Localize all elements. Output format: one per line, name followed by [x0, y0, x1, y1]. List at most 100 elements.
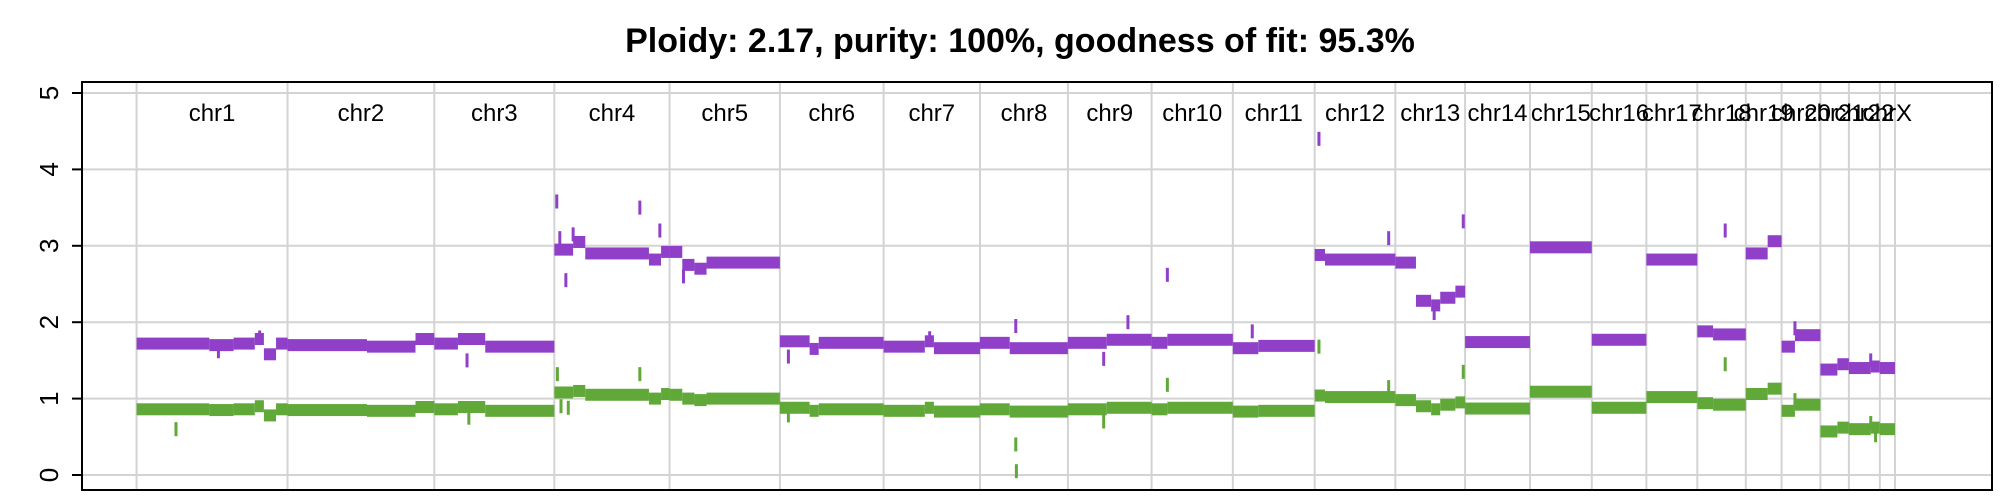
y-tick-label: 0 [34, 468, 64, 482]
minor-segment [669, 388, 683, 401]
total-segment [779, 335, 810, 348]
minor-segment [682, 392, 695, 405]
total-outlier-point [571, 227, 575, 242]
total-outlier-point [681, 269, 685, 284]
minor-segment [366, 404, 416, 417]
minor-segment [1781, 404, 1795, 417]
minor-segment [1258, 404, 1315, 417]
total-outlier-point [1014, 319, 1018, 334]
total-segment [1440, 291, 1456, 304]
chromosome-label-chr21: chr21 [1805, 100, 1865, 127]
minor-segment [457, 401, 486, 414]
total-outlier-point [638, 200, 642, 215]
total-outlier-point [1126, 315, 1130, 330]
minor-segment [209, 404, 234, 417]
y-tick-label: 3 [34, 239, 64, 253]
minor-segment [585, 388, 649, 401]
total-segment [287, 339, 367, 352]
total-segment [818, 336, 884, 349]
minor-segment [1067, 403, 1107, 416]
total-segment [1529, 241, 1592, 254]
minor-segment [1837, 421, 1849, 434]
total-segment [1314, 248, 1326, 261]
total-segment [233, 337, 255, 350]
minor-segment [1465, 402, 1530, 415]
minor-segment [1167, 401, 1233, 414]
total-segment [1697, 325, 1714, 338]
minor-segment [1870, 421, 1880, 434]
total-segment [669, 245, 683, 258]
chromosome-label-chr9: chr9 [1086, 100, 1133, 127]
total-segment [415, 333, 435, 346]
total-outlier-point [928, 331, 932, 346]
minor-segment [1151, 403, 1168, 416]
total-outlier-point [465, 353, 469, 368]
total-outlier-point [658, 223, 662, 238]
chromosome-label-chr5: chr5 [701, 100, 748, 127]
minor-segment [1820, 425, 1838, 438]
minor-outlier-point [555, 367, 559, 382]
minor-outlier-point [786, 408, 790, 423]
chart-title: Ploidy: 2.17, purity: 100%, goodness of … [625, 22, 1415, 60]
minor-outlier-point [1014, 464, 1018, 479]
minor-segment [276, 403, 288, 416]
minor-segment [1325, 391, 1396, 404]
minor-segment [554, 386, 574, 399]
total-segment [1879, 362, 1895, 375]
total-segment [933, 342, 981, 355]
total-segment [209, 339, 234, 352]
y-tick-label: 5 [34, 86, 64, 100]
minor-segment [1395, 394, 1416, 407]
chromosome-label-chr22: chr22 [1834, 100, 1894, 127]
total-segment [1167, 333, 1233, 346]
total-outlier-point [564, 273, 568, 288]
total-segment [1106, 333, 1152, 346]
total-segment [263, 348, 277, 361]
chromosome-label-chr7: chr7 [908, 100, 955, 127]
total-outlier-point [1723, 223, 1727, 238]
minor-segment [415, 401, 435, 414]
minor-segment [818, 403, 884, 416]
total-segment [1820, 363, 1838, 376]
minor-outlier-point [467, 410, 471, 425]
minor-segment [136, 403, 210, 416]
total-segment [366, 340, 416, 353]
minor-segment [648, 392, 662, 405]
total-outlier-point [216, 344, 220, 359]
total-segment [485, 340, 555, 353]
chromosome-label-chr8: chr8 [1001, 100, 1048, 127]
minor-segment [1529, 385, 1592, 398]
minor-segment [254, 400, 264, 413]
total-segment [1325, 253, 1396, 266]
total-segment [1713, 328, 1746, 341]
minor-segment [779, 401, 810, 414]
total-segment [1009, 342, 1068, 355]
total-segment [434, 337, 458, 350]
minor-outlier-point [1165, 377, 1169, 392]
total-segment [1415, 294, 1432, 307]
minor-segment [1440, 398, 1456, 411]
total-outlier-point [1869, 353, 1873, 368]
total-segment [276, 337, 288, 350]
plot-frame [81, 81, 1993, 491]
minor-segment [706, 392, 780, 405]
chromosome-label-chr15: chr15 [1531, 100, 1591, 127]
total-outlier-point [786, 349, 790, 364]
minor-segment [1745, 388, 1768, 401]
minor-outlier-point [1869, 416, 1873, 431]
minor-segment [1415, 400, 1432, 413]
total-outlier-point [558, 231, 562, 246]
total-segment [1151, 336, 1168, 349]
minor-segment [1713, 398, 1746, 411]
total-outlier-point [555, 194, 559, 209]
total-segment [809, 342, 819, 355]
chromosome-label-chr3: chr3 [471, 100, 518, 127]
total-segment [1767, 235, 1782, 248]
total-segment [136, 337, 210, 350]
minor-segment [485, 404, 555, 417]
minor-outlier-point [638, 367, 642, 382]
minor-outlier-point [1387, 380, 1391, 395]
minor-outlier-point [566, 400, 570, 415]
